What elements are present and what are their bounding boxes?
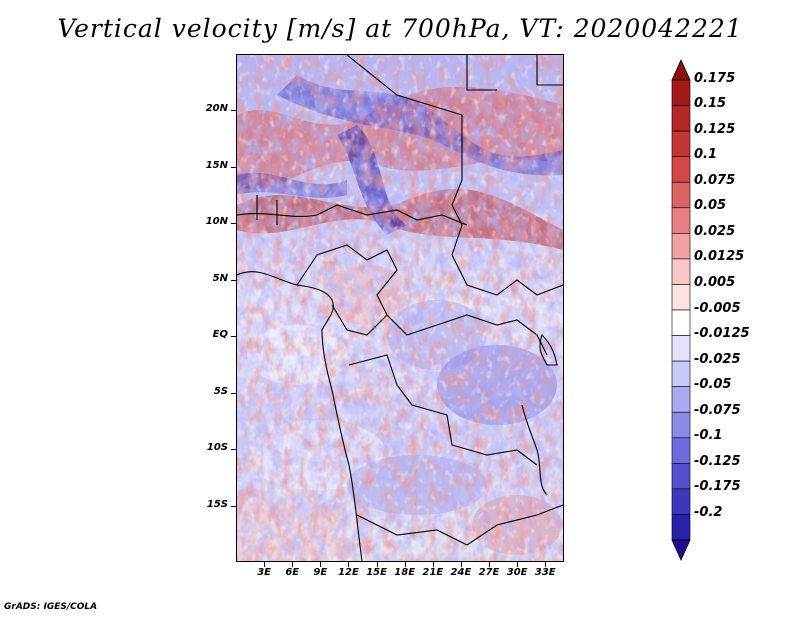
- border-line: [296, 244, 398, 336]
- lon-tick-mark: [545, 562, 547, 567]
- colorbar-label: -0.005: [694, 300, 741, 316]
- lat-tick-label: 5N: [212, 272, 228, 284]
- lon-tick-label: 33E: [534, 567, 556, 578]
- colorbar-swatch: [671, 233, 691, 260]
- colorbar-swatch: [671, 79, 691, 106]
- colorbar-label: 0.125: [694, 121, 736, 137]
- colorbar-swatch: [671, 411, 691, 439]
- lat-tick-mark: [231, 449, 236, 451]
- lat-tick-mark: [231, 166, 236, 168]
- colorbar-label: 0.1: [694, 147, 718, 163]
- colorbar-label: 0.0125: [694, 249, 745, 265]
- lat-tick-label: 15S: [206, 498, 228, 510]
- lon-tick-mark: [432, 562, 434, 567]
- lat-tick-label: 5S: [213, 385, 228, 397]
- colorbar-swatch: [671, 309, 691, 336]
- colorbar-swatch: [671, 207, 691, 234]
- colorbar-label: -0.125: [694, 453, 741, 469]
- contour-highlights: [237, 55, 563, 561]
- lon-tick-mark: [376, 562, 378, 567]
- lon-tick-label: 27E: [478, 567, 500, 578]
- border-line: [348, 354, 538, 466]
- lon-tick-label: 21E: [422, 567, 444, 578]
- border-line: [237, 204, 468, 226]
- map-panel: [236, 54, 564, 562]
- colorbar-bottom-arrow: [671, 539, 691, 561]
- lat-tick-mark: [231, 110, 236, 112]
- colorbar-swatch: [671, 258, 691, 285]
- lon-tick-mark: [460, 562, 462, 567]
- lat-tick-mark: [231, 336, 236, 338]
- lon-tick-mark: [320, 562, 322, 567]
- lon-tick-mark: [264, 562, 266, 567]
- colorbar-swatch: [671, 386, 691, 413]
- lon-tick-mark: [404, 562, 406, 567]
- colorbar-swatch: [671, 514, 691, 541]
- colorbar-swatch: [671, 284, 691, 311]
- lat-tick-mark: [231, 279, 236, 281]
- colorbar-label: 0.175: [694, 70, 736, 86]
- colorbar-label: -0.075: [694, 402, 741, 418]
- lat-tick-label: 20N: [205, 103, 228, 115]
- lat-tick-mark: [231, 505, 236, 507]
- vertical-velocity-map: [237, 55, 563, 561]
- lat-tick-mark: [231, 223, 236, 225]
- boundaries: [237, 55, 563, 561]
- west-coastline: [237, 271, 363, 561]
- lon-tick-label: 24E: [450, 567, 472, 578]
- colorbar-swatch: [671, 488, 691, 515]
- colorbar-swatch: [671, 437, 691, 464]
- lon-tick-label: 15E: [366, 567, 387, 578]
- colorbar-swatch: [671, 463, 691, 490]
- footer-credit: GrADS: IGES/COLA: [4, 602, 98, 612]
- colorbar-swatch: [671, 335, 691, 362]
- colorbar-top-arrow: [671, 59, 691, 81]
- lon-tick-mark: [489, 562, 491, 567]
- border-line: [536, 55, 563, 86]
- lat-tick-label: 15N: [205, 159, 228, 171]
- chart-title: Vertical velocity [m/s] at 700hPa, VT: 2…: [57, 14, 743, 43]
- colorbar-swatch: [671, 130, 691, 157]
- lon-tick-mark: [348, 562, 350, 567]
- colorbar-label: -0.2: [694, 505, 723, 520]
- lon-tick-label: 9E: [313, 567, 328, 578]
- colorbar-label: -0.175: [694, 479, 741, 495]
- border-line: [386, 314, 548, 356]
- colorbar-label: 0.05: [694, 198, 727, 214]
- colorbar-label: -0.1: [694, 428, 723, 444]
- lat-tick-label: EQ: [212, 329, 228, 341]
- lon-tick-label: 6E: [285, 567, 300, 578]
- colorbar-swatch: [671, 105, 691, 132]
- colorbar-label: 0.075: [694, 172, 736, 188]
- colorbar-label: -0.05: [694, 377, 732, 393]
- lon-tick-label: 30E: [506, 567, 528, 578]
- lon-tick-label: 18E: [394, 567, 416, 578]
- colorbar-swatch: [671, 156, 691, 183]
- colorbar-label: 0.005: [694, 275, 736, 290]
- border-line: [256, 195, 278, 225]
- colorbar-swatch: [671, 360, 691, 387]
- lon-tick-mark: [517, 562, 519, 567]
- colorbar-label: -0.025: [694, 351, 741, 367]
- lon-tick-label: 3E: [257, 567, 272, 578]
- colorbar-swatch: [671, 181, 691, 209]
- colorbar-label: -0.0125: [694, 326, 750, 342]
- lake-outline: [521, 404, 548, 496]
- lon-tick-mark: [292, 562, 294, 567]
- colorbar-label: 0.025: [694, 223, 736, 239]
- colorbar-label: 0.15: [694, 96, 727, 112]
- lon-tick-label: 12E: [338, 567, 359, 578]
- lat-tick-mark: [231, 392, 236, 394]
- border-line: [346, 55, 563, 296]
- lat-tick-label: 10S: [206, 442, 228, 454]
- border-line: [466, 55, 497, 91]
- lake-outline: [539, 333, 558, 366]
- colorbar: [671, 59, 691, 561]
- border-line: [356, 504, 563, 546]
- lat-tick-label: 10N: [205, 216, 228, 228]
